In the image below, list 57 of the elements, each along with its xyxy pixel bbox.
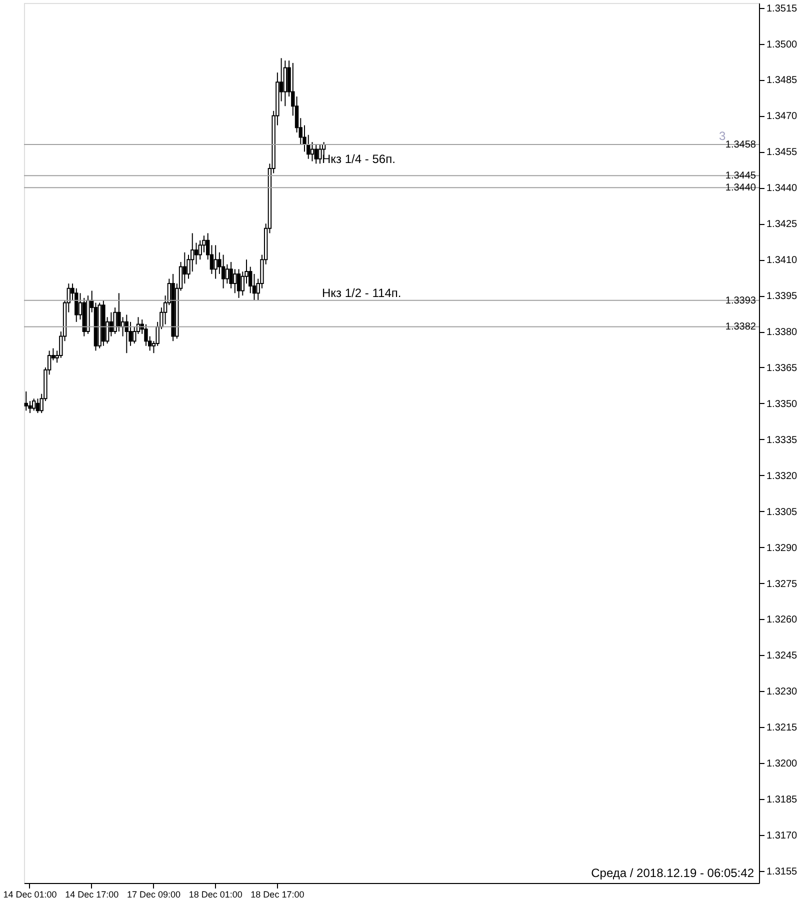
y-tick-label: 1.3305 <box>766 506 798 518</box>
annotation: Нкз 1/4 - 56п. <box>322 152 396 166</box>
y-tick-label: 1.3260 <box>766 614 798 626</box>
ref-line-label: 1.3440 <box>725 182 756 194</box>
x-tick-label: 14 Dec 17:00 <box>65 890 119 900</box>
y-tick-label: 1.3215 <box>766 722 798 734</box>
y-tick-label: 1.3290 <box>766 542 798 554</box>
ref-line-label: 1.3393 <box>725 295 756 306</box>
candlestick <box>194 242 198 265</box>
y-tick-label: 1.3350 <box>766 398 798 410</box>
annotation: Среда / 2018.12.19 - 06:05:42 <box>591 866 754 880</box>
candlestick <box>36 398 40 414</box>
y-tick-label: 1.3275 <box>766 578 798 590</box>
y-tick-label: 1.3440 <box>766 183 798 194</box>
y-tick-label: 1.3500 <box>766 39 798 50</box>
y-tick-label: 1.3380 <box>766 327 798 338</box>
candlestick <box>283 60 288 107</box>
y-tick-label: 1.3395 <box>766 291 798 302</box>
y-tick-label: 1.3425 <box>766 219 798 230</box>
x-tick-label: 17 Dec 09:00 <box>126 890 180 900</box>
y-tick-label: 1.3185 <box>766 794 798 806</box>
candlestick <box>221 254 226 289</box>
y-tick-label: 1.3245 <box>766 650 798 662</box>
y-tick-label: 1.3455 <box>766 147 798 158</box>
y-tick-label: 1.3230 <box>766 686 798 698</box>
y-tick-label: 1.3335 <box>766 434 798 446</box>
ref-line-label: 1.3458 <box>725 139 756 150</box>
candlestick <box>214 244 218 280</box>
candlestick <box>74 288 78 322</box>
candlestick <box>310 142 314 162</box>
x-tick-label: 14 Dec 01:00 <box>3 890 57 900</box>
ref-line-label: 1.3382 <box>725 322 756 333</box>
y-tick-label: 1.3515 <box>766 3 798 14</box>
y-tick-label: 1.3410 <box>766 255 798 266</box>
candlestick <box>229 261 233 289</box>
candlestick <box>225 264 230 284</box>
y-tick-label: 1.3365 <box>766 362 798 374</box>
y-tick-label: 1.3320 <box>766 470 798 482</box>
x-tick-label: 18 Dec 17:00 <box>250 890 304 900</box>
candlestick <box>144 324 148 346</box>
candlestick <box>318 144 322 164</box>
candlestick <box>236 268 241 298</box>
y-tick-label: 1.3200 <box>766 758 798 770</box>
ref-line-label: 1.3445 <box>725 170 756 182</box>
y-tick-label: 1.3470 <box>766 111 798 122</box>
candlestick <box>24 390 28 412</box>
candlestick <box>32 398 36 412</box>
y-tick-label: 1.3155 <box>766 866 798 878</box>
annotation: 3 <box>719 129 726 143</box>
candlestick <box>314 144 318 164</box>
y-tick-label: 1.3485 <box>766 75 798 86</box>
candlestick <box>198 240 202 260</box>
x-tick-label: 18 Dec 01:00 <box>188 890 242 900</box>
annotation: Нкз 1/2 - 114п. <box>322 286 402 300</box>
y-tick-label: 1.3170 <box>766 830 798 842</box>
candlestick <box>233 268 237 294</box>
candlestick <box>132 326 136 344</box>
